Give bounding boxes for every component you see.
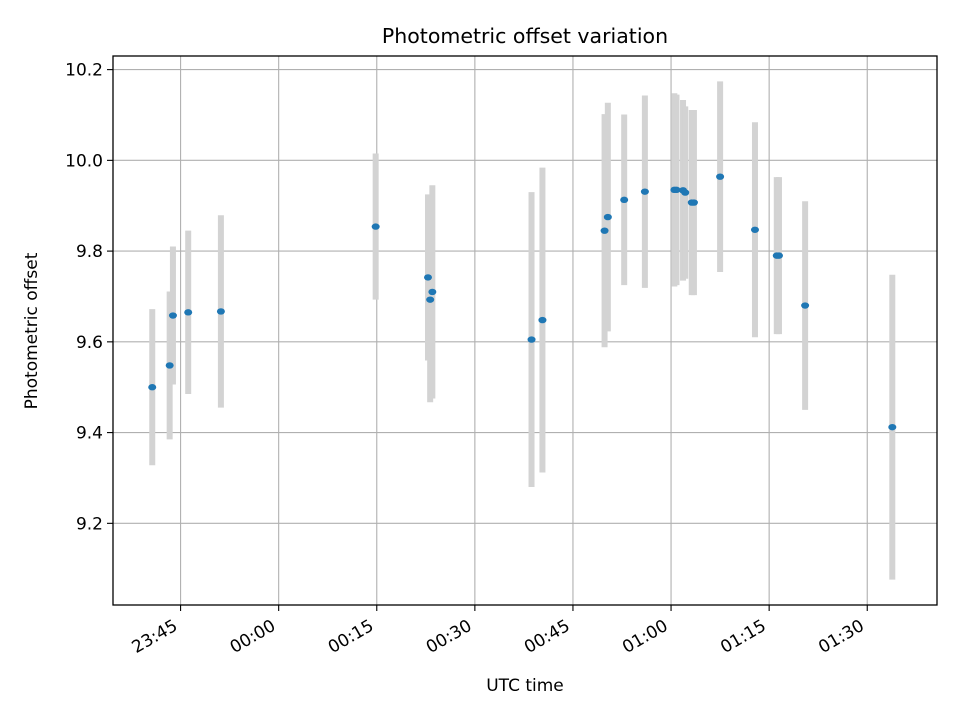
data-point: [428, 288, 437, 296]
data-point: [216, 308, 225, 315]
data-point: [750, 226, 759, 233]
data-point: [620, 196, 629, 204]
data-point: [888, 423, 897, 431]
y-tick-label: 9.4: [76, 424, 103, 444]
y-axis-ticks: 9.2 9.4 9.6 9.8 10.0 10.2: [65, 61, 113, 534]
data-point: [716, 173, 725, 180]
data-point: [672, 186, 681, 194]
data-point: [165, 362, 174, 369]
data-point: [426, 296, 435, 303]
data-point: [681, 189, 690, 196]
data-point: [527, 336, 536, 343]
data-point: [538, 316, 547, 324]
y-axis-label: Photometric offset: [22, 252, 42, 409]
data-point: [774, 252, 783, 259]
y-tick-label: 9.2: [76, 514, 103, 534]
data-point: [600, 227, 609, 234]
y-tick-label: 10.0: [65, 151, 103, 171]
data-point: [148, 384, 157, 391]
data-point: [689, 199, 698, 206]
grid: [113, 56, 937, 605]
data-point: [640, 188, 649, 195]
data-point: [371, 223, 380, 230]
data-point: [603, 213, 612, 221]
data-points: [148, 173, 897, 431]
chart-title: Photometric offset variation: [382, 24, 668, 48]
x-axis-label: UTC time: [486, 676, 564, 696]
data-point: [168, 312, 177, 319]
y-tick-label: 9.6: [76, 333, 103, 353]
data-point: [423, 274, 432, 281]
plot-area-frame: [112, 55, 938, 606]
data-point: [801, 302, 810, 309]
y-tick-label: 10.2: [65, 61, 103, 81]
y-tick-label: 9.8: [76, 242, 103, 262]
data-point: [184, 309, 193, 316]
